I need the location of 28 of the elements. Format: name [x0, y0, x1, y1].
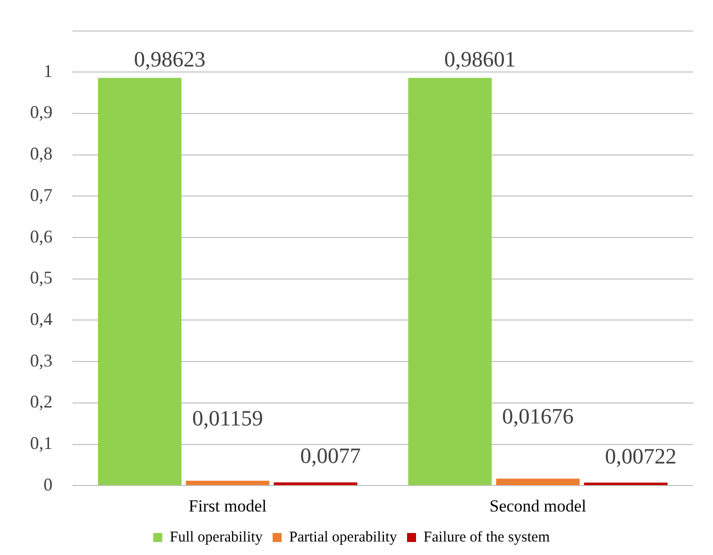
x-tick-label: Second model: [489, 496, 587, 516]
data-label: 0,98623: [134, 46, 206, 72]
y-tick-label: 0,6: [30, 226, 52, 246]
legend-label: Full operability: [170, 529, 264, 546]
y-tick-label: 0: [44, 474, 52, 494]
y-tick-label: 0,8: [30, 144, 52, 164]
bar: [584, 482, 668, 486]
bar: [408, 78, 492, 486]
y-tick-label: 0,2: [30, 392, 52, 412]
x-tick-label: First model: [188, 496, 267, 516]
y-tick-label: 0,3: [30, 350, 52, 370]
data-label: 0,00722: [605, 443, 677, 468]
y-tick-label: 0,4: [30, 308, 52, 329]
bar: [186, 480, 270, 486]
data-label: 0,0077: [300, 443, 361, 468]
bar: [496, 478, 580, 486]
bar: [274, 482, 358, 486]
legend-label: Partial operability: [289, 529, 398, 546]
data-label: 0,98601: [444, 46, 516, 72]
bar: [98, 78, 182, 486]
y-tick-label: 0,5: [30, 268, 52, 288]
data-label: 0,01676: [502, 403, 574, 428]
y-tick-label: 0,1: [30, 432, 52, 453]
data-label: 0,01159: [192, 406, 263, 431]
y-tick-label: 1: [44, 60, 52, 81]
legend-label: Failure of the system: [424, 529, 550, 546]
y-tick-label: 0,7: [30, 184, 52, 205]
y-tick-label: 0,9: [30, 102, 52, 122]
